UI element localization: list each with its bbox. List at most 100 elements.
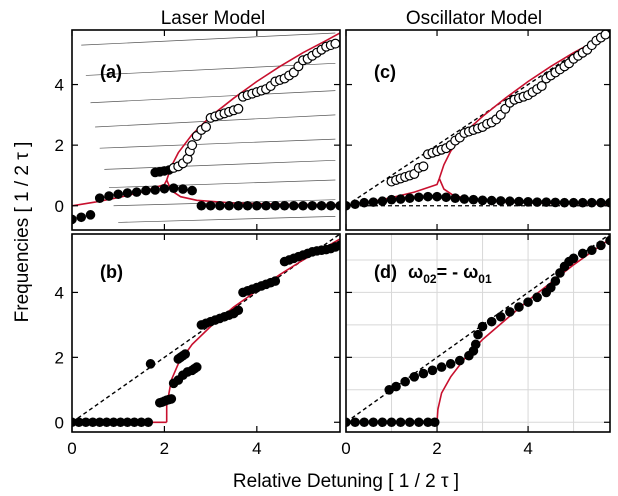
data-point-filled [568,253,579,264]
data-point-filled [414,192,424,203]
reference-diagonal-line [72,234,340,423]
reference-diagonal-line [346,234,610,423]
panel-c: (c) [345,29,611,231]
panel-label-b: (b) [100,262,123,282]
theory-curve [165,32,340,181]
panel-label-a: (a) [100,62,122,82]
data-point-filled [350,417,360,428]
data-point-filled [559,197,570,208]
data-point-filled [427,365,438,376]
data-point-filled [85,210,96,220]
data-point-filled [523,197,533,207]
data-point-filled [495,311,506,322]
data-point-filled [252,200,262,211]
data-point-filled [377,196,388,207]
data-point-filled [307,200,318,211]
data-point-filled [523,297,533,307]
data-point-filled [596,240,606,251]
data-point-filled [550,197,561,208]
data-point-filled [335,240,340,251]
panel-a: 0 2 4 (a) [55,29,341,231]
data-point-filled [586,197,597,208]
data-point-filled [196,200,207,211]
data-point-filled [445,359,456,369]
data-point-filled [586,245,597,256]
plot-area-c [346,30,610,211]
y-axis-label: Frequencies [ 1 / 2 τ ] [12,142,33,323]
data-point-filled [215,200,225,211]
data-point-filled [495,196,506,206]
data-point-filled [72,214,77,225]
data-point-filled [205,200,216,211]
data-point-filled [104,191,114,201]
data-point-filled [486,195,497,206]
data-point-filled [505,307,515,317]
data-point-filled [368,417,379,428]
guide-line [81,32,336,46]
data-point-open [418,161,429,172]
data-point-filled [477,321,488,332]
guide-line [108,179,336,188]
data-point-filled [298,200,308,211]
x-tick-label: 4 [523,439,532,458]
guide-line [99,138,336,149]
panel-frame-a [71,29,341,231]
data-point-filled [395,194,406,204]
panel-b: 0 2 4 0 2 4 (b) [55,233,341,458]
data-point-filled [505,196,515,207]
data-point-open [536,81,547,92]
data-point-filled [441,192,451,203]
data-point-filled [166,394,177,404]
data-point-filled [270,200,281,211]
data-point-filled [359,417,370,428]
x-tick-label: 2 [160,439,169,458]
data-point-filled [386,417,397,428]
data-point-filled [316,200,327,211]
data-point-filled [233,200,244,211]
data-point-filled [470,339,481,350]
column-title-laser: Laser Model [161,8,266,29]
data-point-filled [150,185,160,195]
data-point-filled [568,197,579,208]
data-point-filled [359,197,370,208]
y-tick-label: 4 [55,76,64,95]
data-point-filled [325,200,336,211]
annotation-text: = - ω [437,262,479,282]
data-point-filled [288,200,299,211]
data-point-filled [178,184,188,194]
data-point-filled [404,417,415,428]
data-point-filled [350,199,360,210]
guide-line [118,216,336,223]
data-point-filled [76,212,87,223]
data-point-open [187,140,198,151]
y-tick-label: 4 [55,283,64,302]
data-point-filled [368,197,379,207]
data-point-filled [477,195,488,206]
data-point-filled [386,194,397,205]
data-point-filled [418,368,429,379]
data-point-filled [261,200,271,211]
data-point-filled [122,188,133,198]
data-point-filled [141,185,151,196]
plot-area-d [346,234,610,432]
data-point-filled [473,329,483,340]
x-axis-label: Relative Detuning [ 1 / 2 τ ] [233,471,459,492]
theory-curve [436,238,610,423]
data-point-filled [596,197,606,208]
data-point-filled [159,183,170,194]
data-point-filled [432,191,442,202]
data-point-filled [555,268,565,278]
reference-diagonal-line [346,30,610,207]
y-tick-label: 2 [55,136,64,155]
data-point-filled [577,197,588,208]
data-point-filled [532,197,542,207]
x-tick-label: 2 [432,439,441,458]
x-tick-label: 0 [341,439,350,458]
data-point-filled [514,302,524,312]
data-point-filled [414,417,424,428]
data-point-filled [409,372,420,382]
data-point-filled [404,193,415,203]
data-point-filled [191,362,202,372]
